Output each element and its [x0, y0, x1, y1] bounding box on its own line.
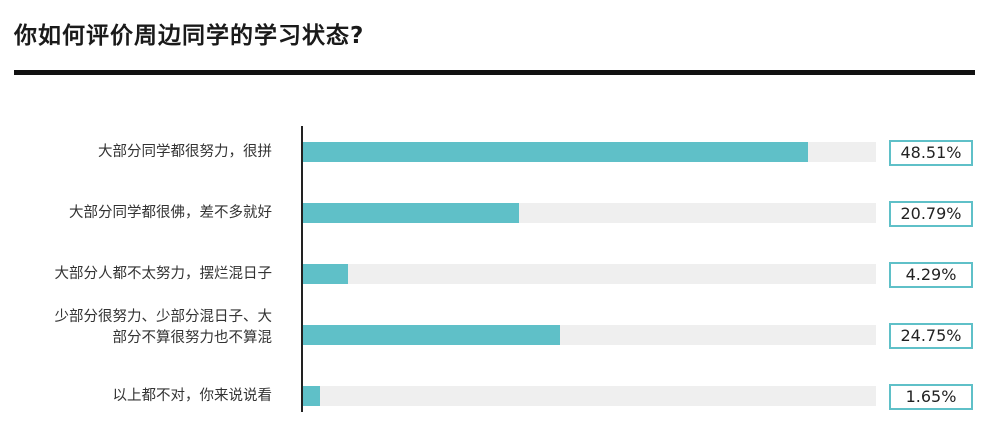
- category-label: 以上都不对，你来说说看: [112, 388, 273, 404]
- value-label: 20.79%: [889, 201, 973, 227]
- bar: [303, 203, 520, 223]
- category-label: 少部分很努力、少部分混日子、大 部分不算很努力也不算混: [54, 309, 273, 346]
- chart-title: 你如何评价周边同学的学习状态?: [14, 23, 365, 49]
- bar: [303, 325, 561, 345]
- value-label: 24.75%: [889, 323, 973, 349]
- bar-track: [303, 142, 876, 162]
- bar: [303, 264, 348, 284]
- bar-row: 大部分同学都很佛，差不多就好 20.79%: [0, 187, 994, 247]
- category-label: 大部分同学都很佛，差不多就好: [69, 205, 272, 221]
- y-axis-line: [301, 126, 303, 412]
- title-rule: [14, 70, 975, 75]
- bar: [303, 142, 808, 162]
- bar-track: [303, 386, 876, 406]
- category-label: 大部分同学都很努力，很拼: [98, 144, 272, 160]
- value-label: 1.65%: [889, 384, 973, 410]
- bar-row: 大部分同学都很努力，很拼 48.51%: [0, 126, 994, 186]
- bar-row: 少部分很努力、少部分混日子、大 部分不算很努力也不算混 24.75%: [0, 309, 994, 369]
- bar-track: [303, 325, 876, 345]
- category-label: 大部分人都不太努力，摆烂混日子: [54, 266, 273, 282]
- bar-row: 大部分人都不太努力，摆烂混日子 4.29%: [0, 248, 994, 308]
- bar: [303, 386, 321, 406]
- bar-track: [303, 264, 876, 284]
- value-label: 48.51%: [889, 140, 973, 166]
- bar-track: [303, 203, 876, 223]
- value-label: 4.29%: [889, 262, 973, 288]
- bar-row: 以上都不对，你来说说看 1.65%: [0, 370, 994, 430]
